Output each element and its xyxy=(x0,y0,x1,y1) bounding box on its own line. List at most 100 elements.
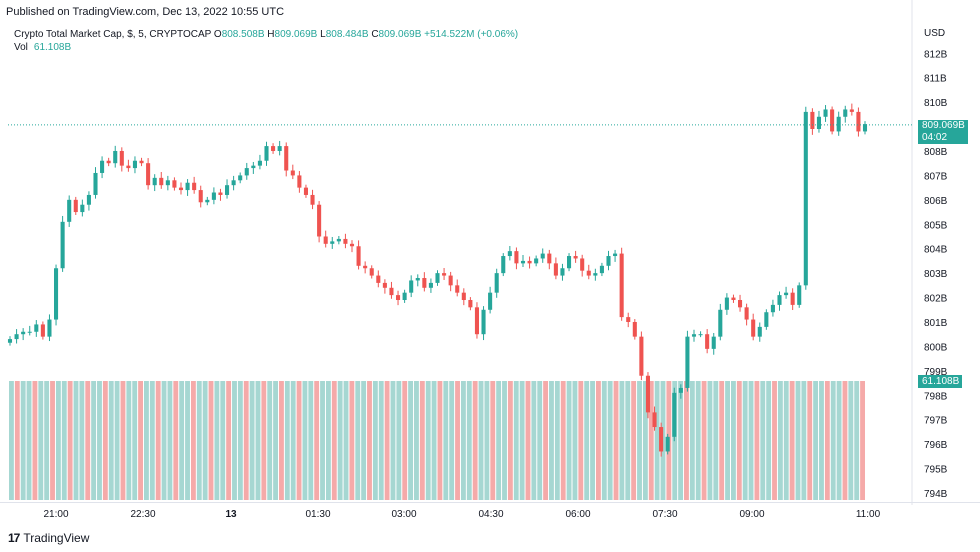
candle-body xyxy=(290,170,295,176)
candle-body xyxy=(830,109,835,132)
volume-label[interactable]: Vol xyxy=(14,42,28,53)
candle-body xyxy=(705,334,710,349)
volume-bar xyxy=(736,381,742,500)
candle-body xyxy=(126,165,131,169)
volume-bar xyxy=(396,381,402,500)
candle-body xyxy=(560,268,565,276)
candle-body xyxy=(172,180,177,188)
volume-bar xyxy=(531,381,537,500)
volume-bar xyxy=(478,381,484,500)
candle-body xyxy=(218,192,223,195)
candle-body xyxy=(27,331,32,333)
volume-bar xyxy=(120,381,126,500)
volume-bar xyxy=(267,381,273,500)
candle-body xyxy=(751,319,756,337)
candle-body xyxy=(238,175,243,181)
volume-bar xyxy=(185,381,190,500)
candle-body xyxy=(73,199,78,213)
volume-bar xyxy=(466,381,472,500)
candle-body xyxy=(652,412,657,428)
volume-bar xyxy=(384,381,390,500)
volume-bar xyxy=(91,381,97,500)
volume-bar xyxy=(537,381,543,500)
volume-bar xyxy=(367,381,372,500)
y-tick-label: 796B xyxy=(924,440,948,451)
y-tick-label: 801B xyxy=(924,318,948,329)
candle-body xyxy=(777,295,782,305)
volume-bar xyxy=(572,381,578,500)
volume-bar xyxy=(132,381,138,500)
volume-bar xyxy=(754,381,760,500)
volume-bar xyxy=(155,381,161,500)
candle-body xyxy=(665,436,670,452)
volume-bar xyxy=(26,381,32,500)
candle-body xyxy=(363,265,368,269)
volume-bar xyxy=(566,381,572,500)
volume-bar xyxy=(742,381,748,500)
volume-bar xyxy=(730,381,736,500)
volume-bar xyxy=(590,381,595,500)
candle-body xyxy=(691,334,697,337)
candle-body xyxy=(297,175,302,188)
volume-bar xyxy=(760,381,766,500)
volume-bar xyxy=(20,381,26,500)
y-tick-label: 806B xyxy=(924,196,948,207)
volume-bar xyxy=(355,381,361,500)
symbol-label[interactable]: Crypto Total Market Cap, $, 5, CRYPTOCAP xyxy=(14,29,212,40)
y-tick-label: 810B xyxy=(924,98,948,109)
y-tick-label: 805B xyxy=(924,220,948,231)
volume-bar xyxy=(766,381,772,500)
brand-label[interactable]: TradingView xyxy=(23,531,90,545)
volume-bar xyxy=(519,381,525,500)
volume-bar xyxy=(349,381,355,500)
volume-bar xyxy=(813,381,819,500)
volume-bar xyxy=(67,381,73,500)
volume-bar xyxy=(701,381,707,500)
candle-body xyxy=(422,278,427,288)
candle-body xyxy=(520,260,526,264)
volume-bar xyxy=(308,381,314,500)
candle-body xyxy=(7,339,13,343)
axis-unit[interactable]: USD xyxy=(924,28,946,39)
volume-bar xyxy=(126,381,132,500)
candle-body xyxy=(376,275,381,283)
x-tick-label: 03:00 xyxy=(391,509,416,520)
candle-body xyxy=(205,199,210,203)
volume-bar xyxy=(179,381,185,500)
candle-body xyxy=(231,180,236,186)
volume-bar xyxy=(14,381,20,500)
candle-body xyxy=(323,236,328,244)
candle-body xyxy=(731,297,736,301)
last-price-value: 809.069B xyxy=(922,120,965,131)
y-tick-label: 803B xyxy=(924,269,948,280)
volume-bar xyxy=(830,381,836,500)
volume-bar xyxy=(554,381,560,500)
volume-bar xyxy=(613,381,619,500)
volume-bar xyxy=(507,381,513,500)
candle-body xyxy=(461,292,466,301)
volume-bar xyxy=(584,381,590,500)
volume-bar xyxy=(625,381,631,500)
volume-bar xyxy=(331,381,337,500)
candle-body xyxy=(764,312,769,327)
candle-body xyxy=(553,263,558,276)
volume-bar xyxy=(320,381,325,500)
x-tick-label: 06:00 xyxy=(565,509,590,520)
volume-bar xyxy=(361,381,367,500)
y-tick-label: 799B xyxy=(924,367,948,378)
candle-body xyxy=(724,297,729,310)
tradingview-logo-icon[interactable]: 17 xyxy=(8,531,20,545)
candle-body xyxy=(409,280,414,293)
candle-body xyxy=(382,282,387,288)
high-label: H xyxy=(267,29,275,40)
volume-bar xyxy=(32,381,38,500)
candle-body xyxy=(639,336,644,376)
volume-bar xyxy=(443,381,449,500)
x-tick-label: 22:30 xyxy=(130,509,155,520)
candle-body xyxy=(198,190,203,203)
candle-body xyxy=(672,392,677,437)
last-price-tag: 809.069B 04:02 xyxy=(918,120,968,144)
volume-bar xyxy=(631,381,637,500)
volume-bar xyxy=(237,381,243,500)
